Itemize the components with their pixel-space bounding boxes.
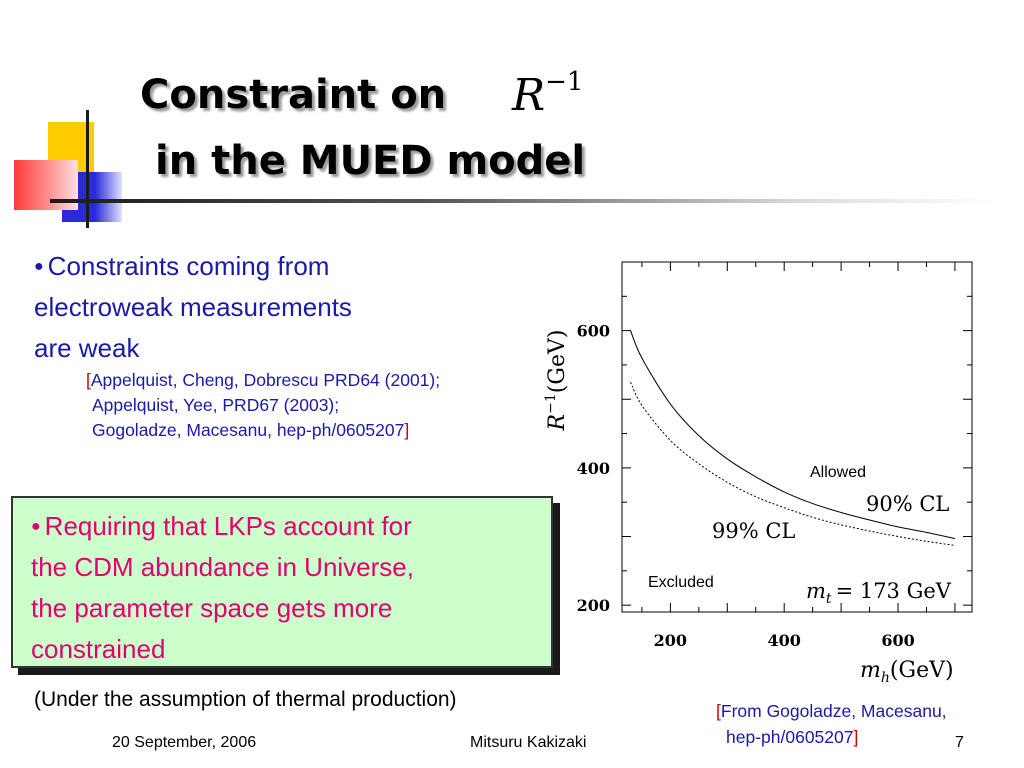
series-line-99cl	[630, 381, 955, 546]
bullet2-line1: Requiring that LKPs account for	[44, 511, 412, 541]
bullet2-line4: constrained	[31, 634, 166, 664]
excluded-label: Excluded	[648, 574, 714, 591]
bullet2-line2: the CDM abundance in Universe,	[31, 552, 414, 582]
bullet1-line3: are weak	[34, 333, 140, 363]
title-math-symbol: R−1	[512, 67, 584, 121]
mt-label: mt = 173 GeV	[806, 579, 952, 607]
ref-2: Appelquist, Yee, PRD67 (2003);	[92, 395, 340, 415]
assumption-note: (Under the assumption of thermal product…	[34, 688, 457, 711]
bullet-cdm: ● Requiring that LKPs account for the CDM…	[31, 506, 551, 670]
page-number: 7	[955, 734, 964, 751]
ref-1: Appelquist, Cheng, Dobrescu PRD64 (2001)…	[90, 370, 441, 390]
reference-list: [Appelquist, Cheng, Dobrescu PRD64 (2001…	[86, 370, 441, 440]
source-line2: hep-ph/0605207	[726, 727, 854, 747]
source-citation: [From Gogoladze, Macesanu, hep-ph/060520…	[716, 701, 947, 747]
decor-horizontal-line	[50, 199, 1000, 203]
bullet2-line3: the parameter space gets more	[31, 593, 393, 623]
cl90-label: 90% CL	[866, 492, 949, 516]
footer-date: 20 September, 2006	[112, 734, 257, 751]
slide-title-line1: Constraint on	[140, 72, 447, 118]
highlight-box: ● Requiring that LKPs account for the CDM…	[11, 496, 553, 668]
x-tick-label-200: 200	[654, 631, 687, 650]
y-tick-label-600: 600	[577, 322, 610, 341]
slide-title-line2: in the MUED model	[155, 138, 586, 184]
footer-author: Mitsuru Kakizaki	[470, 734, 587, 751]
cl99-label: 99% CL	[712, 519, 795, 543]
bullet1-line1: Constraints coming from	[47, 251, 330, 281]
constraint-chart: 200 400 600 200 400 600 R−1(GeV) mh(GeV) Allo…	[543, 261, 973, 686]
source-line1: From Gogoladze, Macesanu,	[720, 701, 947, 721]
ref-3: Gogoladze, Macesanu, hep-ph/0605207	[92, 420, 405, 440]
y-axis-label: R−1(GeV)	[543, 330, 570, 432]
y-tick-label-400: 400	[577, 459, 610, 478]
x-axis-label: mh(GeV)	[860, 658, 954, 686]
chart-frame	[621, 261, 973, 613]
x-tick-label-600: 600	[881, 631, 914, 650]
series-line-90cl	[630, 330, 956, 540]
y-tick-label-200: 200	[577, 596, 610, 615]
bullet-electroweak: ● Constraints coming from electroweak mea…	[34, 246, 504, 369]
bullet1-line2: electroweak measurements	[34, 292, 352, 322]
decor-vertical-line	[86, 110, 89, 228]
allowed-label: Allowed	[810, 464, 866, 481]
x-tick-label-400: 400	[767, 631, 800, 650]
